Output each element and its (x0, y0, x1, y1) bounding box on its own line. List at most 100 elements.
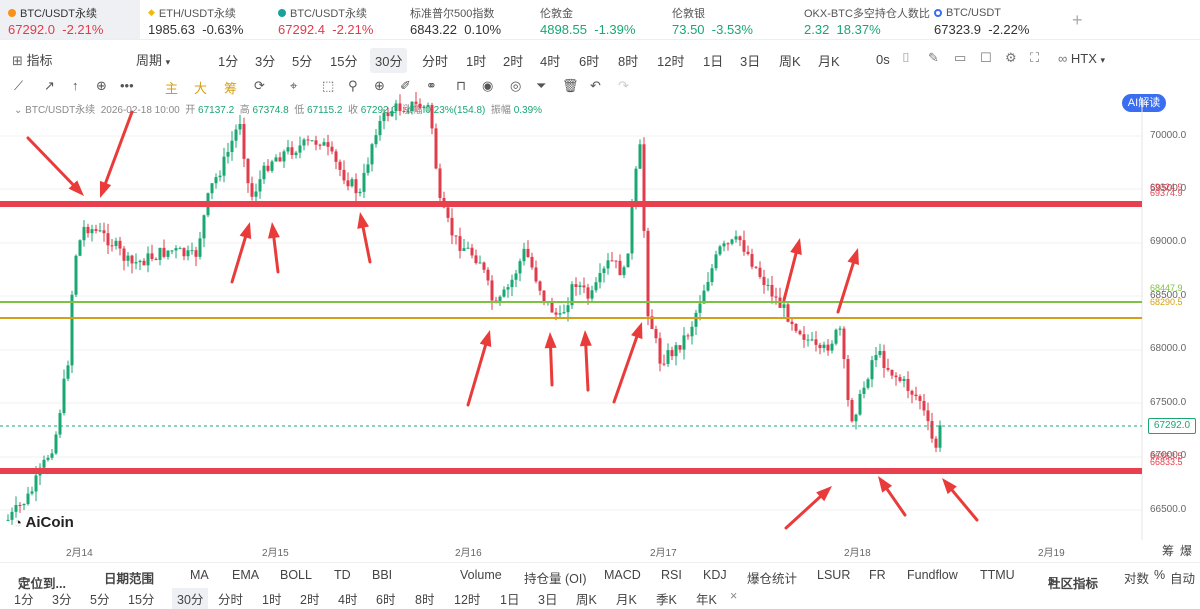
chip-corner-button[interactable]: 筹 (1162, 544, 1175, 558)
bottom-period-7[interactable]: 2时 (300, 593, 320, 607)
indicator-button[interactable]: ⊞ 指标 (12, 52, 53, 68)
binoculars-icon[interactable]: ⚭ (426, 78, 437, 93)
date-range-button[interactable]: 日期范围 (104, 572, 155, 586)
indicator-13[interactable]: Fundflow (907, 568, 958, 582)
period-1[interactable]: 3分 (255, 54, 276, 69)
indicator-8[interactable]: RSI (661, 568, 682, 582)
bottom-period-15[interactable]: 月K (616, 593, 637, 607)
undo-icon[interactable]: ↶ (590, 78, 601, 93)
indicator-2[interactable]: BOLL (280, 568, 312, 582)
collapse-icon[interactable]: ⌄ (14, 105, 23, 116)
bottom-period-9[interactable]: 6时 (376, 593, 396, 607)
indicator-9[interactable]: KDJ (703, 568, 727, 582)
trash-icon[interactable]: 🗑 (562, 78, 579, 93)
vertical-line-icon[interactable]: ↑ (72, 78, 79, 93)
period-14[interactable]: 周K (779, 54, 801, 69)
big-order-button[interactable]: 大 (194, 81, 208, 96)
main-indicator-button[interactable]: 主 (165, 81, 179, 96)
eye-icon[interactable]: ◉ (482, 78, 494, 93)
layout-icon[interactable]: ☐ (980, 50, 992, 65)
cursor-icon[interactable]: ⌖ (290, 78, 298, 93)
bottom-period-8[interactable]: 4时 (338, 593, 358, 607)
period-2[interactable]: 5分 (292, 54, 313, 69)
bottom-period-6[interactable]: 1时 (262, 593, 282, 607)
period-9[interactable]: 6时 (579, 54, 600, 69)
bottom-period-12[interactable]: 1日 (500, 593, 520, 607)
camera-icon[interactable]: ⌷ (902, 50, 910, 65)
ticker-btc-perp[interactable]: BTC/USDT永续 67292.0 -2.21% (0, 0, 140, 39)
chip-button[interactable]: 筹 (224, 81, 238, 96)
indicator-14[interactable]: TTMU (980, 568, 1015, 582)
add-ticker-icon[interactable]: + (1072, 10, 1083, 30)
ray-tool-icon[interactable]: ↗ (44, 78, 55, 93)
zoom-in-icon[interactable]: ⊕ (374, 78, 385, 93)
select-icon[interactable]: ⬚ (322, 78, 335, 93)
period-10[interactable]: 8时 (618, 54, 639, 69)
indicator-3[interactable]: TD (334, 568, 351, 582)
bottom-period-11[interactable]: 12时 (454, 593, 481, 607)
bottom-period-10[interactable]: 8时 (415, 593, 435, 607)
liquidation-corner-button[interactable]: 爆 (1180, 544, 1193, 558)
bottom-period-3[interactable]: 15分 (128, 593, 155, 607)
percent-scale-toggle[interactable]: % (1154, 568, 1166, 582)
window-icon[interactable]: ▭ (954, 50, 967, 65)
ticker-btc-spot[interactable]: BTC/USDT 67323.9 -2.22% (934, 6, 1030, 37)
ticker-btc-perp-2[interactable]: BTC/USDT永续 67292.4 -2.21% (278, 7, 374, 37)
cross-tool-icon[interactable]: ⊕ (96, 78, 107, 93)
ticker-sp500[interactable]: 标准普尔500指数 6843.22 0.10% (410, 7, 502, 38)
indicator-4[interactable]: BBI (372, 568, 393, 582)
bottom-period-13[interactable]: 3日 (538, 593, 558, 607)
bottom-period-14[interactable]: 周K (576, 593, 597, 607)
ticker-silver[interactable]: 伦敦银 73.50 -3.53% (672, 7, 753, 38)
filter-icon[interactable]: ⏷ (536, 78, 547, 93)
ticker-eth-perp[interactable]: ◆ ETH/USDT永续 1985.63 -0.63% (148, 7, 244, 37)
replay-icon[interactable]: ⟳ (254, 78, 265, 93)
period-7[interactable]: 2时 (503, 54, 524, 69)
more-tools-icon[interactable]: ••• (120, 78, 134, 93)
bottom-period-16[interactable]: 季K (656, 593, 677, 607)
bottom-period-0[interactable]: 1分 (14, 593, 34, 607)
period-15[interactable]: 月K (818, 54, 840, 69)
settings-icon[interactable]: ⚙ (1005, 50, 1017, 65)
period-4[interactable]: 30分 (370, 48, 408, 73)
indicator-1[interactable]: EMA (232, 568, 260, 582)
bottom-period-5[interactable]: 分时 (218, 593, 244, 607)
period-button[interactable]: 周期 ▾ (136, 52, 171, 68)
bottom-period-1[interactable]: 3分 (52, 593, 72, 607)
log-scale-toggle[interactable]: 对数 (1124, 572, 1150, 586)
indicator-5[interactable]: Volume (460, 568, 502, 582)
candle-body (74, 255, 78, 295)
brush-icon[interactable]: ✐ (400, 78, 411, 93)
period-12[interactable]: 1日 (703, 54, 724, 69)
period-3[interactable]: 15分 (330, 54, 358, 69)
exchange-select[interactable]: ∞ HTX ▾ (1058, 51, 1106, 66)
period-13[interactable]: 3日 (740, 54, 761, 69)
auto-scale-toggle[interactable]: 自动 (1170, 572, 1196, 586)
period-5[interactable]: 分时 (422, 54, 449, 69)
indicator-6[interactable]: 持仓量 (OI) (524, 572, 587, 586)
line-tool-icon[interactable]: ⟋ (14, 78, 24, 93)
lock-icon[interactable]: ⊓ (456, 78, 467, 93)
fullscreen-icon[interactable]: ⛶ (1030, 50, 1040, 65)
ticker-okx-ratio[interactable]: OKX-BTC多空持仓人数比 2.32 18.37% (804, 7, 930, 38)
indicator-12[interactable]: FR (869, 568, 886, 582)
ai-analysis-button[interactable]: AI解读 (1122, 94, 1166, 112)
period-6[interactable]: 1时 (466, 54, 487, 69)
magnet-icon[interactable]: ⚲ (348, 78, 358, 93)
close-icon[interactable]: × (730, 589, 738, 603)
period-8[interactable]: 4时 (540, 54, 561, 69)
indicator-7[interactable]: MACD (604, 568, 641, 582)
candle-body (370, 144, 374, 165)
bottom-period-4[interactable]: 30分 (172, 588, 209, 609)
pen-icon[interactable]: ✎ (928, 50, 939, 65)
period-0[interactable]: 1分 (218, 54, 239, 69)
indicator-10[interactable]: 爆仓统计 (747, 572, 798, 586)
redo-icon[interactable]: ↷ (618, 78, 629, 93)
period-11[interactable]: 12时 (657, 54, 685, 69)
indicator-11[interactable]: LSUR (817, 568, 851, 582)
bottom-period-2[interactable]: 5分 (90, 593, 110, 607)
ticker-gold[interactable]: 伦敦金 4898.55 -1.39% (540, 7, 636, 38)
bottom-period-17[interactable]: 年K (696, 593, 717, 607)
hide-icon[interactable]: ◎ (510, 78, 522, 93)
indicator-0[interactable]: MA (190, 568, 209, 582)
